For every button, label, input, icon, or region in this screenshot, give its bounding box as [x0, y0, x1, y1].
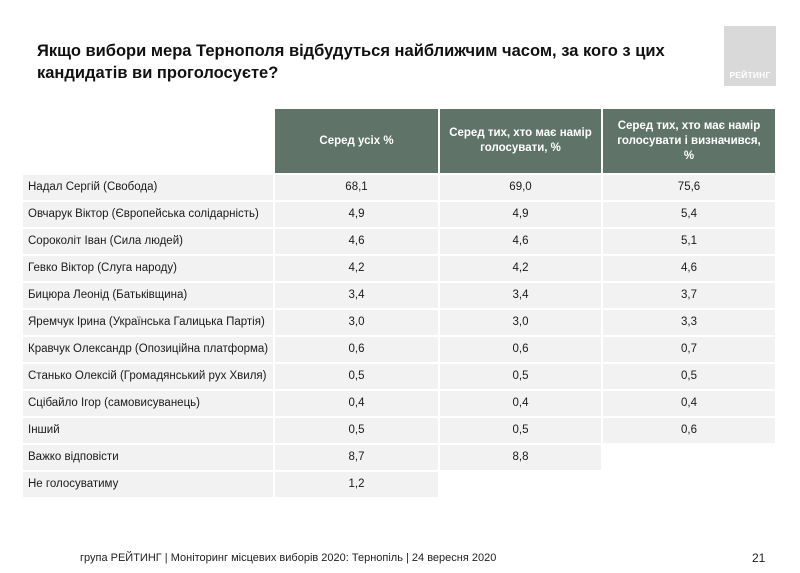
- value-all: 4,2: [275, 256, 438, 281]
- table-row: Станько Олексій (Громадянський рух Хвиля…: [23, 364, 775, 389]
- candidate-name: Не голосуватиму: [23, 472, 273, 497]
- candidate-name: Важко відповісти: [23, 445, 273, 470]
- table-row: Сцібайло Ігор (самовисуванець) 0,4 0,4 0,4: [23, 391, 775, 416]
- value-intend-to-vote: 4,2: [440, 256, 601, 281]
- value-intend-and-decided: 3,7: [603, 283, 775, 308]
- candidate-name: Яремчук Ірина (Українська Галицька Парті…: [23, 310, 273, 335]
- candidate-name: Овчарук Віктор (Європейська солідарність…: [23, 202, 273, 227]
- table-row: Сороколіт Іван (Сила людей) 4,6 4,6 5,1: [23, 229, 775, 254]
- value-intend-to-vote: 0,6: [440, 337, 601, 362]
- header-all: Серед усіх %: [275, 109, 438, 173]
- value-intend-and-decided: 0,6: [603, 418, 775, 443]
- value-intend-to-vote: 8,8: [440, 445, 601, 470]
- value-all: 4,6: [275, 229, 438, 254]
- value-all: 1,2: [275, 472, 438, 497]
- candidate-name: Надал Сергій (Свобода): [23, 175, 273, 200]
- logo-text: РЕЙТИНГ: [729, 70, 771, 80]
- value-intend-to-vote: 4,9: [440, 202, 601, 227]
- value-all: 68,1: [275, 175, 438, 200]
- table-row: Надал Сергій (Свобода) 68,1 69,0 75,6: [23, 175, 775, 200]
- page-title: Якщо вибори мера Тернополя відбудуться н…: [37, 42, 665, 82]
- table-row: Кравчук Олександр (Опозиційна платформа)…: [23, 337, 775, 362]
- value-intend-to-vote: 0,5: [440, 364, 601, 389]
- value-intend-and-decided: 0,7: [603, 337, 775, 362]
- candidate-name: Гевко Віктор (Слуга народу): [23, 256, 273, 281]
- candidate-name: Сороколіт Іван (Сила людей): [23, 229, 273, 254]
- candidate-name: Інший: [23, 418, 273, 443]
- table-row: Овчарук Віктор (Європейська солідарність…: [23, 202, 775, 227]
- table-row: Не голосуватиму 1,2: [23, 472, 775, 497]
- candidate-name: Бицюра Леонід (Батьківщина): [23, 283, 273, 308]
- value-all: 8,7: [275, 445, 438, 470]
- value-all: 0,5: [275, 418, 438, 443]
- rating-logo: РЕЙТИНГ: [724, 26, 776, 86]
- value-all: 0,6: [275, 337, 438, 362]
- candidate-name: Кравчук Олександр (Опозиційна платформа): [23, 337, 273, 362]
- value-intend-and-decided: 0,4: [603, 391, 775, 416]
- candidate-name: Сцібайло Ігор (самовисуванець): [23, 391, 273, 416]
- page-number: 21: [752, 551, 766, 565]
- value-intend-and-decided: 0,5: [603, 364, 775, 389]
- value-all: 0,5: [275, 364, 438, 389]
- value-intend-and-decided: 75,6: [603, 175, 775, 200]
- header-intend-and-decided: Серед тих, хто має намір голосувати і ви…: [603, 109, 775, 173]
- value-intend-to-vote: 3,0: [440, 310, 601, 335]
- footer-text: група РЕЙТИНГ | Моніторинг місцевих вибо…: [80, 552, 497, 564]
- value-intend-to-vote: 4,6: [440, 229, 601, 254]
- value-all: 3,4: [275, 283, 438, 308]
- value-intend-to-vote: 0,4: [440, 391, 601, 416]
- value-all: 0,4: [275, 391, 438, 416]
- table-row: Яремчук Ірина (Українська Галицька Парті…: [23, 310, 775, 335]
- value-all: 4,9: [275, 202, 438, 227]
- value-intend-to-vote: 0,5: [440, 418, 601, 443]
- table-row: Важко відповісти 8,7 8,8: [23, 445, 775, 470]
- value-intend-and-decided: 5,1: [603, 229, 775, 254]
- table-row: Бицюра Леонід (Батьківщина) 3,4 3,4 3,7: [23, 283, 775, 308]
- table-row: Інший 0,5 0,5 0,6: [23, 418, 775, 443]
- value-intend-and-decided: 5,4: [603, 202, 775, 227]
- value-intend-and-decided: 4,6: [603, 256, 775, 281]
- header-intend-to-vote: Серед тих, хто має намір голосувати, %: [440, 109, 601, 173]
- candidate-name: Станько Олексій (Громадянський рух Хвиля…: [23, 364, 273, 389]
- value-all: 3,0: [275, 310, 438, 335]
- value-intend-to-vote: 3,4: [440, 283, 601, 308]
- value-intend-and-decided: 3,3: [603, 310, 775, 335]
- value-intend-to-vote: 69,0: [440, 175, 601, 200]
- table-row: Гевко Віктор (Слуга народу) 4,2 4,2 4,6: [23, 256, 775, 281]
